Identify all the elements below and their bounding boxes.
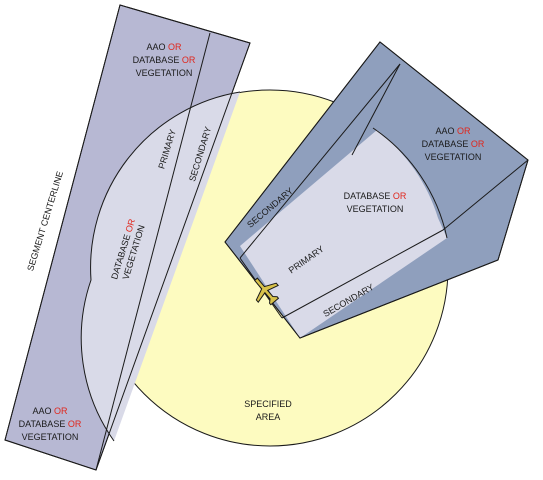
label-top-right: AAO OR DATABASE OR VEGETATION [422, 126, 485, 162]
label-specified-area: SPECIFIED AREA [244, 399, 292, 422]
svg-text:SPECIFIED: SPECIFIED [244, 399, 292, 409]
block-divider-top [239, 63, 401, 259]
svg-text:DATABASE OR: DATABASE OR [422, 139, 485, 149]
svg-text:VEGETATION: VEGETATION [136, 68, 193, 78]
block-cross-divider-1 [351, 63, 401, 156]
primary-secondary-divider [95, 32, 211, 471]
svg-text:DATABASE OR: DATABASE OR [344, 191, 407, 201]
block-divider-bottom [281, 229, 444, 319]
area-boundary-arc [80, 91, 241, 442]
label-top-left: AAO OR DATABASE OR VEGETATION [133, 42, 196, 78]
block-cross-divider-2 [442, 159, 529, 231]
svg-text:VEGETATION: VEGETATION [347, 204, 404, 214]
svg-text:AAO OR: AAO OR [32, 406, 68, 416]
segment-strip-inner [81, 92, 240, 441]
airplane-icon [253, 277, 280, 306]
svg-text:DATABASE OR: DATABASE OR [133, 55, 196, 65]
segment-block-outline [224, 41, 529, 339]
label-bottom-left: AAO OR DATABASE OR VEGETATION [19, 406, 82, 442]
svg-text:VEGETATION: VEGETATION [425, 152, 482, 162]
svg-text:DATABASE OR: DATABASE OR [19, 419, 82, 429]
block-boundary-arc [372, 127, 448, 239]
svg-text:AAO OR: AAO OR [146, 42, 182, 52]
svg-text:AAO OR: AAO OR [435, 126, 471, 136]
segment-block-inner [240, 130, 447, 338]
svg-text:VEGETATION: VEGETATION [22, 432, 79, 442]
label-block-center: DATABASE OR VEGETATION [344, 191, 407, 214]
svg-text:AREA: AREA [256, 412, 281, 422]
